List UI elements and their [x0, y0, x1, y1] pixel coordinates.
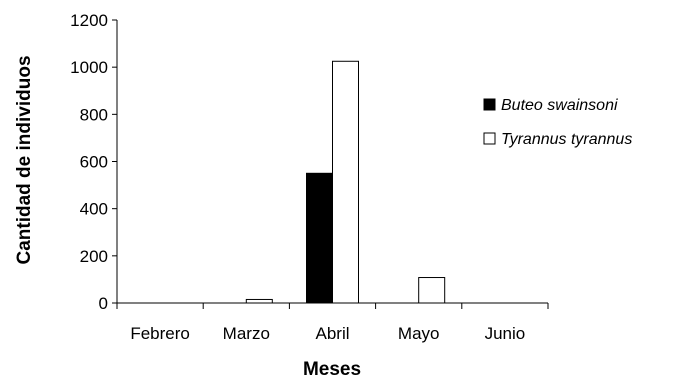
bar-tyrannus-tyrannus-mayo [418, 277, 446, 304]
y-tick-label: 800 [80, 105, 108, 124]
y-tick-label: 0 [99, 294, 108, 313]
x-axis-title: Meses [303, 359, 361, 380]
y-axis-title: Cantidad de individuos [14, 55, 35, 264]
y-tick-label: 600 [80, 153, 108, 172]
plot-area [116, 20, 548, 304]
x-tick-label: Junio [485, 324, 526, 343]
legend-label: Tyrannus tyrannus [501, 131, 632, 148]
legend-swatch [483, 98, 496, 111]
legend-label: Buteo swainsoni [501, 97, 618, 114]
x-tick-label: Febrero [130, 324, 190, 343]
x-tick-label: Abril [315, 324, 349, 343]
legend: Buteo swainsoni Tyrannus tyrannus [483, 97, 632, 148]
x-tick-label: Marzo [223, 324, 270, 343]
x-tick-label: Mayo [398, 324, 440, 343]
x-axis-ticks: Febrero Marzo Abril Mayo Junio [116, 303, 549, 343]
y-tick-label: 1200 [70, 11, 108, 30]
y-axis-ticks: 0 200 400 600 800 1000 1200 [70, 11, 117, 313]
bar-tyrannus-tyrannus-marzo [245, 298, 273, 304]
y-tick-label: 200 [80, 247, 108, 266]
legend-swatch [483, 132, 496, 145]
bar-tyrannus-tyrannus-abril [332, 60, 359, 304]
y-tick-label: 1000 [70, 58, 108, 77]
y-tick-label: 400 [80, 200, 108, 219]
bar-buteo-swainsoni-abril [306, 172, 333, 304]
